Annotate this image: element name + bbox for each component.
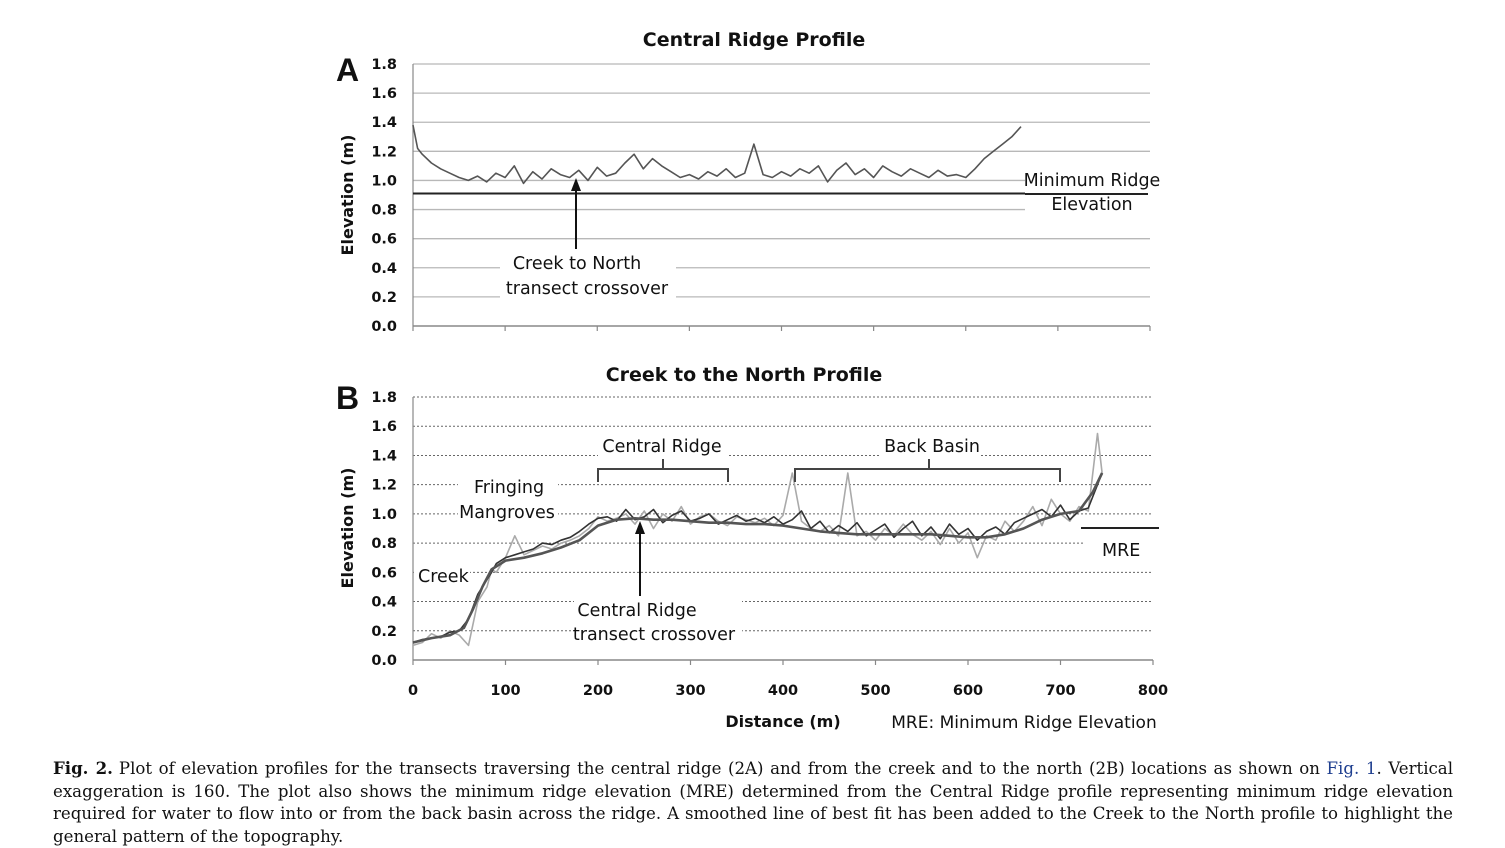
panel-b-series xyxy=(412,432,1104,647)
ytick-label: 0.2 xyxy=(371,290,397,306)
ytick-label: 1.6 xyxy=(371,419,397,435)
panel-b-central-ridge-bracket xyxy=(597,459,729,482)
series-line-2 xyxy=(412,472,1103,644)
panel-b: Creek to the North Profile B Elevation (… xyxy=(336,364,1168,733)
ytick-label: 1.0 xyxy=(371,507,397,523)
panel-b-xticks: 0 100 200 300 400 500 600 700 800 xyxy=(408,683,1168,699)
ytick-label: 0.4 xyxy=(371,595,397,611)
panel-a-x-axis xyxy=(412,64,1151,331)
xtick-label: 400 xyxy=(768,683,798,699)
panel-b-xlabel: Distance (m) xyxy=(725,712,840,731)
ytick-label: 1.8 xyxy=(371,390,397,406)
panel-b-letter: B xyxy=(336,380,359,416)
panel-b-arrow-head xyxy=(635,521,645,534)
panel-b-yticks: 0.0 0.2 0.4 0.6 0.8 1.0 1.2 1.4 1.6 1.8 xyxy=(371,390,397,669)
caption-figure-link[interactable]: Fig. 1 xyxy=(1326,759,1377,778)
panel-b-annotation-fringing: Fringing xyxy=(474,478,544,498)
ytick-label: 0.4 xyxy=(371,261,397,277)
xtick-label: 500 xyxy=(860,683,890,699)
panel-a-annotation-line2: transect crossover xyxy=(506,279,669,299)
panel-a-ref-label-line1: Minimum Ridge xyxy=(1024,171,1161,191)
panel-b-mre-mask xyxy=(1085,533,1155,563)
ytick-label: 0.8 xyxy=(371,203,397,219)
ytick-label: 0.0 xyxy=(371,653,397,669)
xtick-label: 200 xyxy=(583,683,613,699)
ytick-label: 1.8 xyxy=(371,57,397,73)
ytick-label: 1.6 xyxy=(371,86,397,102)
panel-b-x-axis xyxy=(412,397,1154,665)
panel-b-annotation-crossover-line2: transect crossover xyxy=(573,625,736,645)
panel-a-title: Central Ridge Profile xyxy=(643,29,865,51)
caption-label: Fig. 2. xyxy=(53,758,113,778)
xtick-label: 0 xyxy=(408,683,418,699)
ytick-label: 1.4 xyxy=(371,448,397,464)
figure-svg: Central Ridge Profile A Elevation (m) 0.… xyxy=(336,29,1168,733)
panel-a-ref-label-line2: Elevation xyxy=(1051,195,1132,215)
xtick-label: 800 xyxy=(1138,683,1168,699)
xtick-label: 600 xyxy=(953,683,983,699)
panel-b-back-basin-mask xyxy=(880,434,980,456)
ytick-label: 1.4 xyxy=(371,115,397,131)
panel-a-letter: A xyxy=(336,52,359,88)
ytick-label: 0.8 xyxy=(371,536,397,552)
xtick-label: 300 xyxy=(675,683,705,699)
panel-b-annotation-mangroves: Mangroves xyxy=(459,503,555,523)
panel-b-crossover-mask xyxy=(574,596,742,648)
ytick-label: 0.6 xyxy=(371,232,397,248)
xtick-label: 700 xyxy=(1045,683,1075,699)
panel-a-yticks: 0.0 0.2 0.4 0.6 0.8 1.0 1.2 1.4 1.6 1.8 xyxy=(371,57,397,335)
series-line-3 xyxy=(412,472,1104,644)
panel-b-mre-label: MRE xyxy=(1102,541,1140,561)
xtick-label: 100 xyxy=(490,683,520,699)
ytick-label: 1.2 xyxy=(371,144,397,160)
figure: Central Ridge Profile A Elevation (m) 0.… xyxy=(336,29,1168,733)
series-line-1 xyxy=(412,432,1103,647)
panel-b-central-ridge-mask xyxy=(598,434,728,456)
panel-a-series xyxy=(412,124,1022,185)
panel-b-ylabel: Elevation (m) xyxy=(338,468,357,589)
panel-a-ref-label-mask xyxy=(1025,167,1160,215)
ytick-label: 0.0 xyxy=(371,319,397,335)
panel-a-arrow-head xyxy=(571,178,581,191)
panel-b-mangroves-mask xyxy=(458,472,558,524)
ytick-label: 1.2 xyxy=(371,478,397,494)
panel-b-annotation-creek: Creek xyxy=(418,567,470,587)
panel-b-annotation-central-ridge: Central Ridge xyxy=(602,437,721,457)
panel-b-annotation-back-basin: Back Basin xyxy=(884,437,980,457)
series-line-1 xyxy=(412,124,1022,185)
ytick-label: 0.2 xyxy=(371,624,397,640)
panel-a-annotation-mask xyxy=(500,252,676,304)
panel-b-back-basin-bracket xyxy=(794,459,1061,482)
ytick-label: 1.0 xyxy=(371,173,397,189)
panel-a-annotation-line1: Creek to North xyxy=(513,254,641,274)
panel-b-creek-mask xyxy=(414,563,470,589)
panel-a-ylabel: Elevation (m) xyxy=(338,135,357,256)
caption-text-2: . Vertical exaggeration is 160. The plot… xyxy=(53,759,1453,846)
panel-a: Central Ridge Profile A Elevation (m) 0.… xyxy=(336,29,1160,335)
panel-b-annotation-crossover-line1: Central Ridge xyxy=(577,601,696,621)
ytick-label: 0.6 xyxy=(371,565,397,581)
panel-b-title: Creek to the North Profile xyxy=(606,364,883,386)
panel-b-footnote: MRE: Minimum Ridge Elevation xyxy=(891,713,1156,733)
caption-text-1: Plot of elevation profiles for the trans… xyxy=(118,759,1327,778)
figure-caption: Fig. 2. Plot of elevation profiles for th… xyxy=(53,757,1453,848)
